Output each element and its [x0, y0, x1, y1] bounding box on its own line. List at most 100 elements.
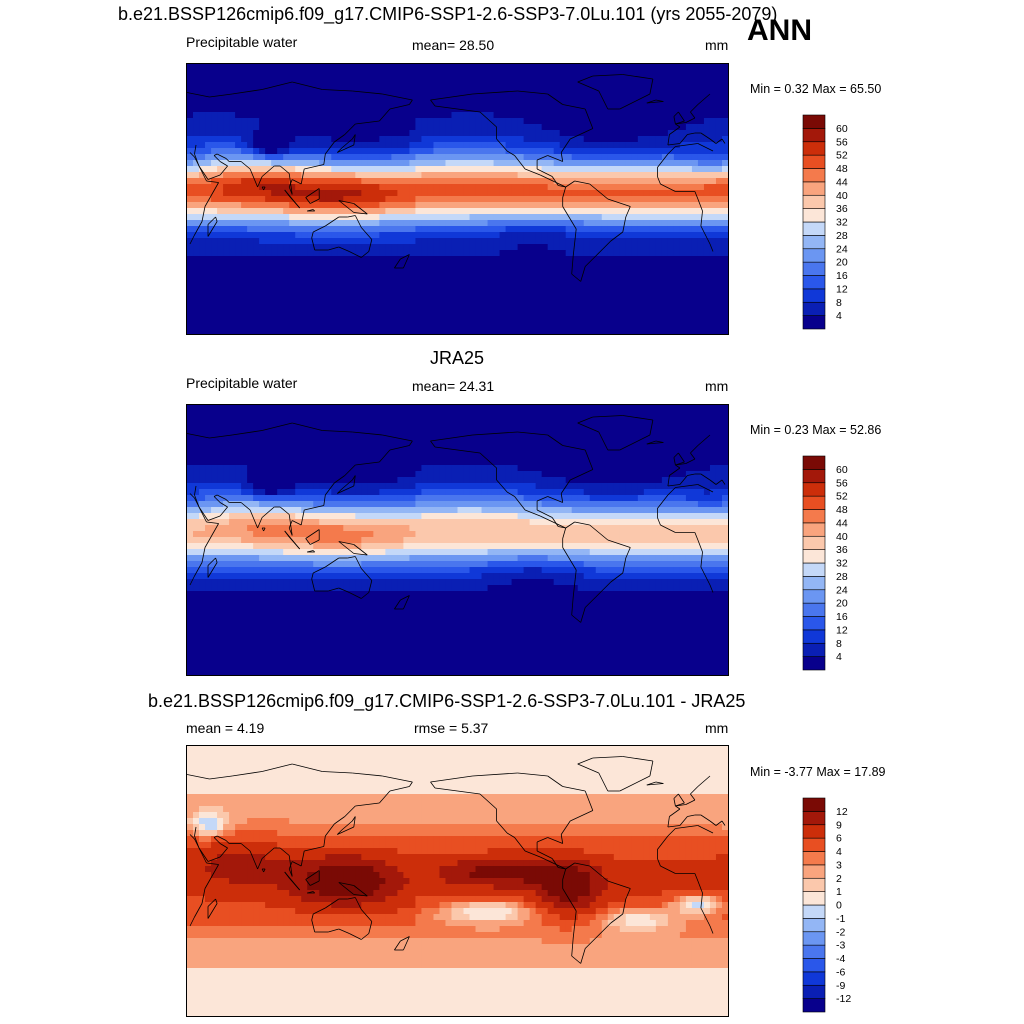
field-cell [373, 274, 380, 281]
field-cell [457, 238, 465, 245]
field-cell [409, 178, 417, 185]
field-cell [271, 70, 278, 77]
field-cell [559, 142, 567, 149]
field-cell [205, 310, 212, 317]
field-cell [403, 232, 411, 239]
field-cell [685, 70, 693, 77]
field-cell [631, 429, 639, 436]
field-cell [595, 82, 603, 89]
field-cell [331, 124, 338, 131]
field-cell [223, 250, 230, 257]
field-cell [241, 202, 248, 209]
field-cell [385, 94, 392, 101]
field-cell [391, 304, 398, 311]
field-cell [343, 88, 350, 95]
field-cell [343, 244, 350, 251]
field-cell [397, 196, 404, 203]
field-cell [619, 268, 627, 275]
field-cell [265, 136, 272, 143]
field-cell [709, 88, 717, 95]
field-cell [679, 64, 687, 71]
field-cell [643, 226, 651, 233]
field-cell [349, 196, 356, 203]
field-cell [343, 106, 350, 113]
field-cell [229, 304, 236, 311]
field-cell [703, 262, 711, 269]
field-cell [709, 136, 717, 143]
field-cell [661, 417, 669, 424]
field-cell [601, 130, 609, 137]
field-cell [211, 118, 218, 125]
field-cell [565, 286, 573, 293]
field-cell [511, 262, 519, 269]
field-cell [235, 130, 242, 137]
field-cell [577, 64, 585, 71]
field-cell [259, 322, 266, 329]
field-cell [271, 76, 278, 83]
field-cell [673, 100, 681, 107]
field-cell [259, 304, 266, 311]
field-cell [535, 220, 543, 227]
field-cell [475, 232, 483, 239]
field-cell [223, 405, 230, 412]
field-cell [253, 64, 260, 71]
field-cell [475, 226, 483, 233]
field-cell [265, 328, 272, 334]
field-cell [637, 184, 645, 191]
field-cell [343, 226, 350, 233]
field-cell [487, 429, 495, 436]
field-cell [541, 118, 549, 125]
field-cell [583, 304, 591, 311]
field-cell [439, 190, 447, 197]
field-cell [637, 435, 645, 442]
field-cell [427, 196, 435, 203]
field-cell [313, 304, 320, 311]
field-cell [649, 280, 657, 287]
field-cell [379, 268, 386, 275]
field-cell [451, 118, 459, 125]
field-cell [271, 136, 278, 143]
field-cell [433, 262, 441, 269]
field-cell [313, 94, 320, 101]
field-cell [277, 172, 284, 179]
field-cell [421, 417, 429, 424]
field-cell [205, 256, 212, 263]
field-cell [259, 274, 266, 281]
field-cell [685, 220, 693, 227]
field-cell [247, 244, 254, 251]
field-cell [199, 100, 206, 107]
field-cell [619, 148, 627, 155]
field-cell [199, 280, 206, 287]
field-cell [697, 166, 705, 173]
field-cell [619, 70, 627, 77]
field-cell [307, 166, 314, 173]
field-cell [613, 160, 621, 167]
field-cell [619, 136, 627, 143]
field-cell [313, 417, 320, 424]
coastline-segment [338, 200, 354, 204]
field-cell [523, 106, 531, 113]
field-cell [259, 226, 266, 233]
field-cell [367, 88, 374, 95]
field-cell [679, 154, 687, 161]
field-cell [547, 238, 555, 245]
field-cell [595, 232, 603, 239]
field-cell [541, 238, 549, 245]
field-cell [703, 244, 711, 251]
coastline-segment [187, 92, 210, 98]
field-cell [607, 411, 615, 418]
field-cell [685, 166, 693, 173]
field-cell [715, 94, 723, 101]
field-cell [571, 310, 579, 317]
field-cell [487, 280, 495, 287]
field-cell [643, 196, 651, 203]
field-cell [385, 298, 392, 305]
field-cell [505, 112, 513, 119]
field-cell [289, 76, 296, 83]
field-cell [241, 94, 248, 101]
field-cell [469, 172, 477, 179]
field-cell [643, 316, 651, 323]
field-cell [499, 64, 507, 71]
field-cell [343, 280, 350, 287]
field-cell [697, 328, 705, 334]
